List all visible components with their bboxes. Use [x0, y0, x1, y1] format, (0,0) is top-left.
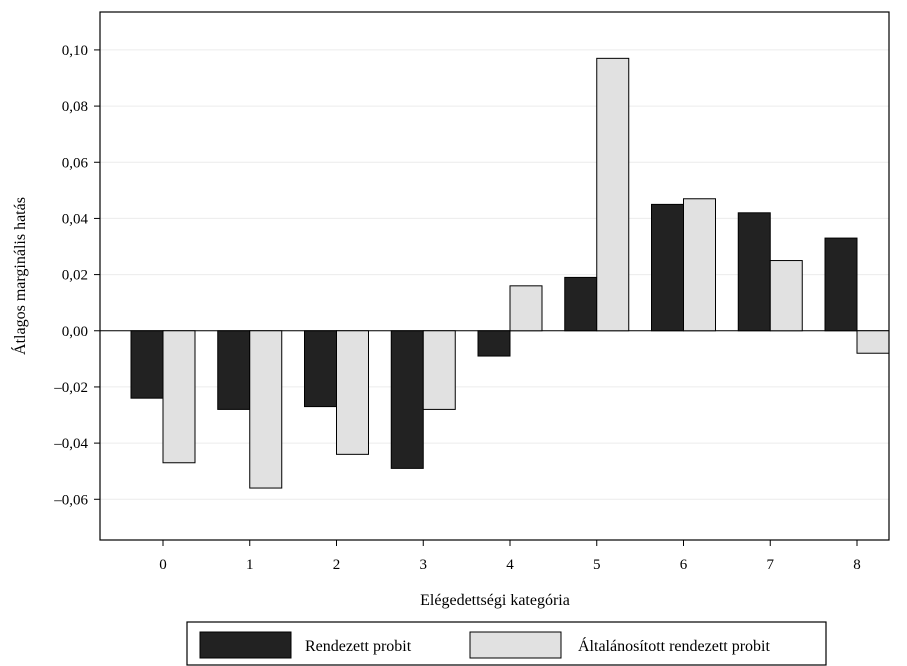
- bar-altalanositott-0: [162, 330, 196, 464]
- plot-frame: [99, 11, 890, 541]
- y-tick-label: –0,04: [53, 436, 88, 452]
- bar-rendezett-probit-5: [564, 276, 598, 332]
- y-tick-label: 0,06: [62, 155, 89, 171]
- bar-rendezett-probit-8: [824, 237, 858, 332]
- y-tick-label: –0,02: [53, 380, 88, 396]
- bar-altalanositott-8: [856, 330, 890, 354]
- y-tick-label: 0,02: [62, 268, 88, 284]
- legend-swatch-rendezett-probit: [199, 631, 292, 659]
- y-tick-label: –0,06: [53, 492, 88, 508]
- x-tick-label: 7: [767, 557, 775, 573]
- x-tick-label: 3: [420, 557, 428, 573]
- y-tick-label: 0,08: [62, 99, 88, 115]
- x-tick-label: 5: [593, 557, 601, 573]
- bar-rendezett-probit-7: [737, 212, 771, 332]
- bar-rendezett-probit-3: [390, 330, 424, 469]
- bar-rendezett-probit-4: [477, 330, 511, 357]
- bar-rendezett-probit-0: [130, 330, 164, 399]
- y-tick-label: 0,04: [62, 211, 89, 227]
- bar-altalanositott-4: [509, 285, 543, 332]
- legend-label-rendezett-probit: Rendezett probit: [305, 638, 412, 655]
- x-tick-label: 2: [333, 557, 341, 573]
- legend: Rendezett probit Általánosított rendezet…: [186, 621, 827, 666]
- bar-rendezett-probit-6: [651, 203, 684, 332]
- x-tick-label: 0: [159, 557, 167, 573]
- bar-rendezett-probit-1: [217, 330, 251, 410]
- x-axis-title: Elégedettségi kategória: [420, 592, 570, 609]
- bar-altalanositott-2: [336, 330, 369, 455]
- y-tick-label: 0,10: [62, 43, 88, 59]
- bar-altalanositott-3: [422, 330, 456, 410]
- y-axis: 0,10 0,08 0,06 0,04 0,02 0,00 –0,02 –0,04 –0,06: [53, 43, 100, 508]
- bar-altalanositott-1: [249, 330, 283, 489]
- legend-swatch-altalanositott-rendezett-probit: [469, 631, 562, 659]
- x-axis: 0 1 2 3 4 5 6 7 8: [159, 540, 861, 573]
- bar-rendezett-probit-2: [304, 330, 337, 408]
- x-tick-label: 4: [506, 557, 514, 573]
- x-tick-label: 1: [246, 557, 254, 573]
- y-axis-title: Átlagos marginális hatás: [10, 197, 29, 355]
- x-tick-label: 6: [680, 557, 688, 573]
- x-tick-label: 8: [853, 557, 861, 573]
- bar-altalanositott-6: [683, 198, 716, 332]
- bars: [130, 57, 890, 489]
- bar-altalanositott-7: [769, 260, 803, 332]
- bar-altalanositott-5: [596, 57, 630, 332]
- y-tick-label: 0,00: [62, 324, 88, 340]
- legend-label-altalanositott-rendezett-probit: Általánosított rendezett probit: [578, 636, 771, 655]
